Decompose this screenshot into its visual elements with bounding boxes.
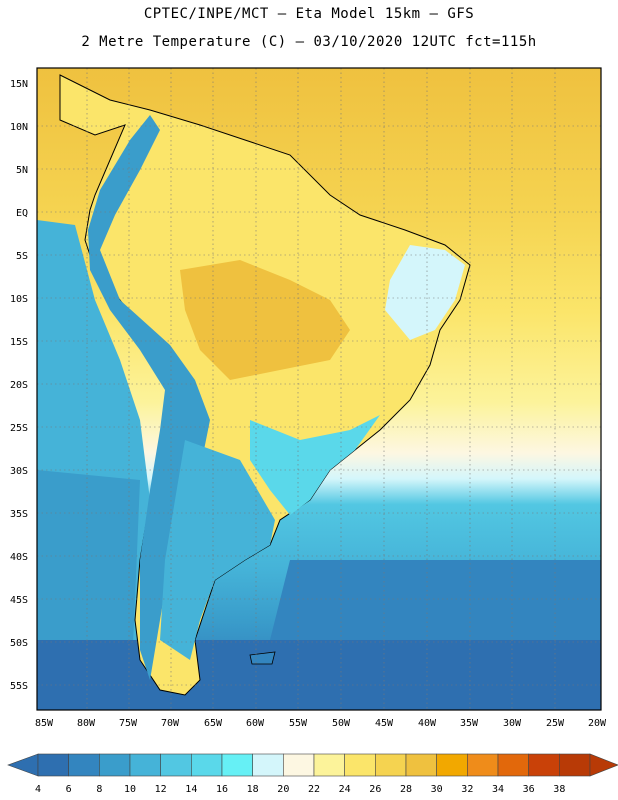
lon-label: 80W [77,718,96,729]
lon-label: 75W [119,718,138,729]
lon-label: 40W [418,718,437,729]
northeast-cool-region [385,245,465,340]
lat-label: 35S [10,509,28,520]
lat-label: 40S [10,552,28,563]
lat-label: 50S [10,638,28,649]
lat-label: 20S [10,380,28,391]
colorbar-tick-label: 16 [216,784,228,795]
lon-label: 85W [35,718,54,729]
lon-label: 25W [546,718,565,729]
colorbar-swatch [99,753,131,777]
lon-label: 70W [161,718,180,729]
south-ocean-region [37,640,601,710]
colorbar-tick-label: 8 [96,784,102,795]
colorbar-tick-label: 12 [155,784,167,795]
colorbar-high-arrow [589,753,618,777]
colorbar-tick-label: 28 [400,784,412,795]
colorbar-ticks: 4 6 8 10 12 14 16 18 20 22 24 26 28 30 32 34 36 38 [35,784,565,795]
colorbar-tick-label: 14 [185,784,197,795]
colorbar-swatch [160,753,192,777]
colorbar-tick-label: 38 [553,784,565,795]
colorbar-swatch [221,753,253,777]
colorbar-tick-label: 18 [247,784,259,795]
map-frame [36,67,602,711]
colorbar-tick-label: 6 [66,784,72,795]
colorbar-tick-label: 32 [461,784,473,795]
lat-label: 15N [10,79,28,90]
colorbar-swatch [405,753,437,777]
south-atlantic-region [270,560,601,640]
colorbar-swatch [313,753,345,777]
andes-cold-region [88,115,210,680]
lat-label: 5S [16,251,28,262]
colorbar-swatch [467,753,499,777]
colorbar-swatch [436,753,468,777]
lat-label: 55S [10,681,28,692]
colorbar-low-arrow [7,753,39,777]
lat-label: 30S [10,466,28,477]
lat-label: EQ [16,208,28,219]
colorbar-swatch [497,753,529,777]
colorbar-swatch [375,753,407,777]
colorbar-swatch [68,753,100,777]
lon-label: 55W [289,718,308,729]
colorbar-swatches [7,753,618,777]
colorbar-tick-label: 34 [492,784,504,795]
colorbar-swatch [528,753,560,777]
central-hot-region [180,260,350,380]
colorbar-swatch [252,753,284,777]
lon-label: 50W [332,718,351,729]
colorbar-swatch [191,753,223,777]
colorbar: 4 6 8 10 12 14 16 18 20 22 24 26 28 30 32 34 36 38 [7,753,618,795]
falkland-islands [249,651,276,665]
latitude-labels: 15N 10N 5N EQ 5S 10S 15S 20S 25S 30S 35S… [10,79,28,692]
map-title-line1: CPTEC/INPE/MCT – Eta Model 15km – GFS [143,6,475,22]
lon-label: 45W [375,718,394,729]
lat-label: 10N [10,122,28,133]
colorbar-tick-label: 4 [35,784,41,795]
colorbar-tick-label: 36 [523,784,535,795]
colorbar-swatch [559,753,591,777]
lat-label: 5N [16,165,28,176]
lon-label: 30W [503,718,522,729]
colorbar-tick-label: 24 [339,784,351,795]
lat-label: 15S [10,337,28,348]
colorbar-tick-label: 22 [308,784,320,795]
patagonia-cool-region [160,440,275,660]
colorbar-swatch [344,753,376,777]
temperature-map: 15N 10N 5N EQ 5S 10S 15S 20S 25S 30S 35S… [10,67,607,729]
map-title-line2: 2 Metre Temperature (C) – 03/10/2020 12U… [81,34,537,50]
lat-label: 10S [10,294,28,305]
lon-label: 35W [460,718,479,729]
colorbar-tick-label: 10 [124,784,136,795]
colorbar-tick-label: 20 [277,784,289,795]
lat-label: 45S [10,595,28,606]
southeast-cool-region [250,415,380,515]
lon-label: 20W [588,718,607,729]
colorbar-tick-label: 30 [431,784,443,795]
colorbar-swatch [37,753,69,777]
lat-label: 25S [10,423,28,434]
colorbar-swatch [129,753,161,777]
colorbar-swatch [283,753,315,777]
colorbar-tick-label: 26 [369,784,381,795]
lon-label: 60W [246,718,265,729]
longitude-labels: 85W 80W 75W 70W 65W 60W 55W 50W 45W 40W … [35,718,607,729]
lon-label: 65W [204,718,223,729]
